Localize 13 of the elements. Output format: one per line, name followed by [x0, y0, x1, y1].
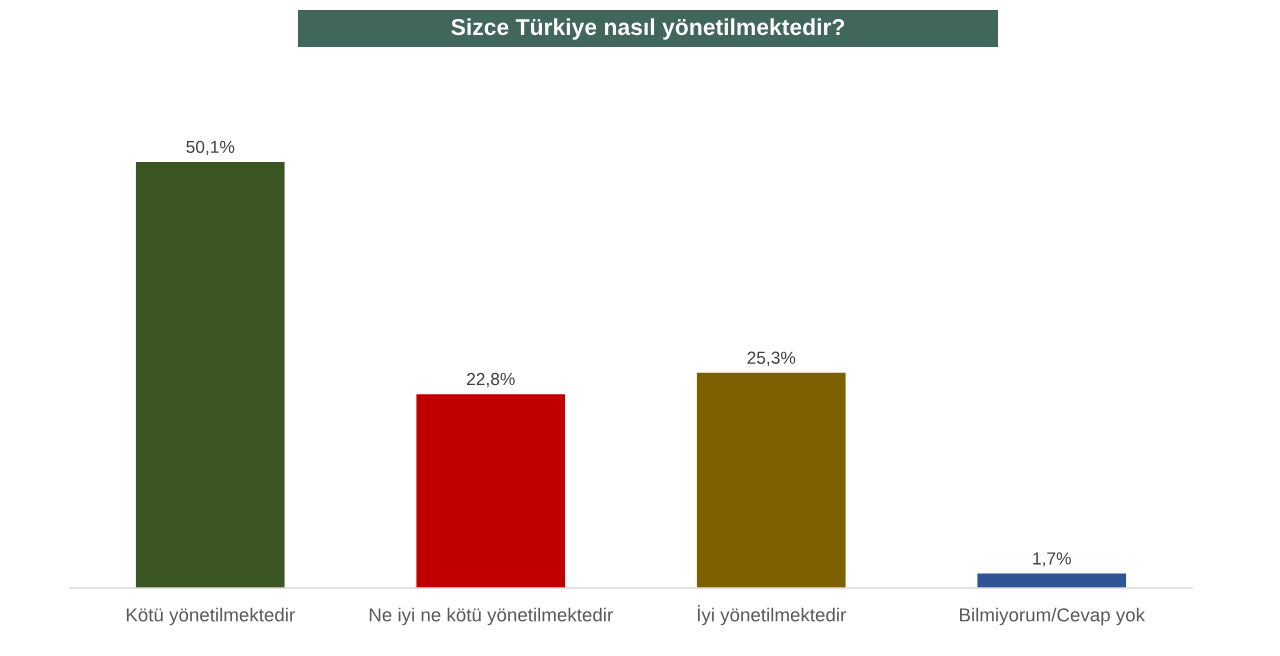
data-label: 50,1% — [186, 140, 235, 156]
data-label: 22,8% — [467, 372, 515, 388]
chart-title: Sizce Türkiye nasıl yönetilmektedir? — [451, 18, 845, 40]
x-tick-label: İyi yönetilmektedir — [697, 605, 846, 626]
bar — [135, 162, 285, 588]
x-tick-label: Bilmiyorum/Cevap yok — [960, 607, 1146, 626]
bar — [416, 394, 566, 588]
bar — [696, 372, 846, 588]
bar — [977, 573, 1127, 588]
data-label: 1,7% — [1033, 552, 1071, 567]
x-tick-label: Ne iyi ne kötü yönetilmektedir — [369, 607, 613, 626]
x-tick-label: Kötü yönetilmektedir — [126, 607, 295, 626]
data-label: 25,3% — [747, 351, 796, 366]
